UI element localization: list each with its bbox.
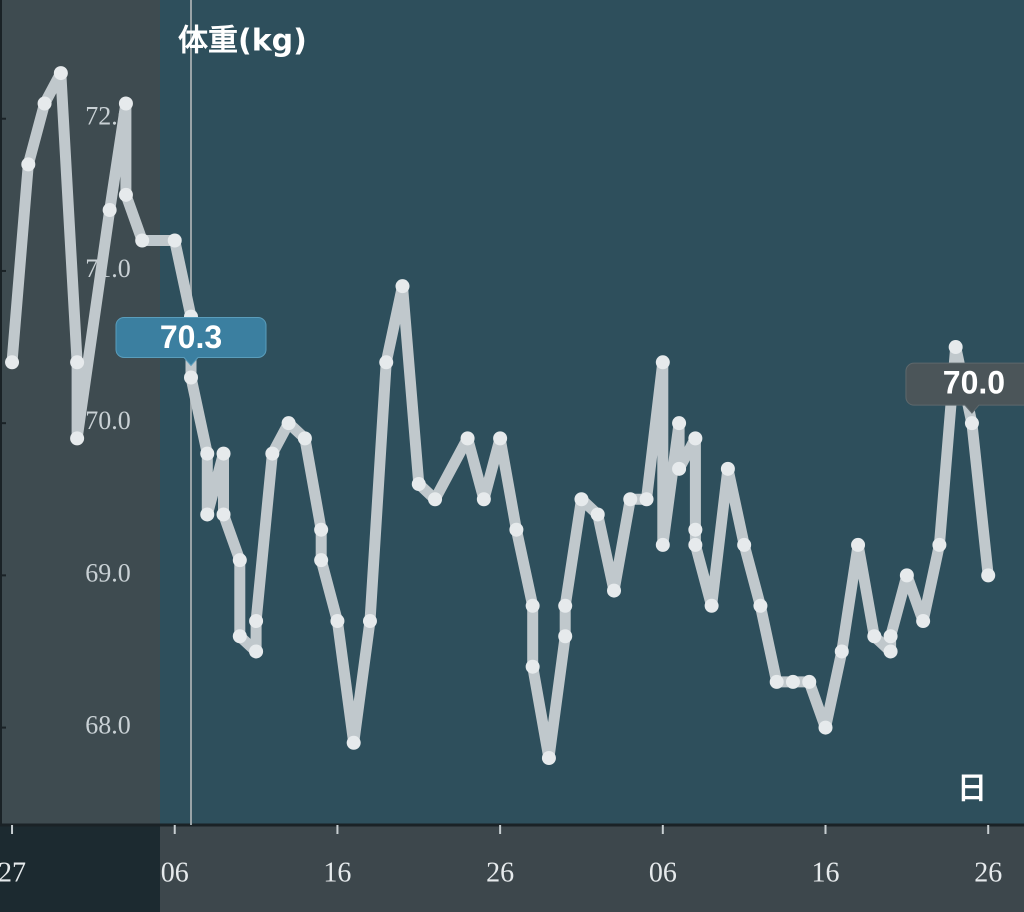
data-point <box>379 355 394 370</box>
data-point <box>232 629 247 644</box>
data-point <box>704 598 719 613</box>
data-point <box>281 416 296 431</box>
x-tick-label: 06 <box>649 857 677 888</box>
data-point <box>590 507 605 522</box>
data-point <box>37 96 52 111</box>
data-point <box>753 598 768 613</box>
data-point <box>655 355 670 370</box>
highlight-tooltip: 70.3 <box>115 316 267 367</box>
data-point <box>216 507 231 522</box>
x-tick-label: 26 <box>486 857 514 888</box>
data-point <box>70 355 85 370</box>
data-point <box>330 614 345 629</box>
data-point <box>883 629 898 644</box>
data-point <box>769 674 784 689</box>
data-point <box>981 568 996 583</box>
data-point <box>411 477 426 492</box>
data-point <box>265 446 280 461</box>
data-point <box>493 431 508 446</box>
data-point <box>525 598 540 613</box>
data-point <box>818 720 833 735</box>
data-point <box>541 751 556 766</box>
tooltip-text: 70.3 <box>160 319 222 355</box>
x-tick-label: 16 <box>812 857 840 888</box>
reference-text: 70.0 <box>943 365 1005 401</box>
data-point <box>249 614 264 629</box>
x-tick-label: 26 <box>974 857 1002 888</box>
data-point <box>249 644 264 659</box>
data-point <box>688 522 703 537</box>
reference-tooltip: 70.0 <box>905 362 1024 414</box>
x-axis-band <box>0 825 1024 912</box>
data-point <box>948 340 963 355</box>
data-point <box>720 461 735 476</box>
data-point <box>314 553 329 568</box>
data-point <box>834 644 849 659</box>
data-point <box>102 203 117 218</box>
y-tick-label: 68.0 <box>85 711 131 740</box>
y-tick-label: 69.0 <box>85 558 131 587</box>
data-point <box>184 370 199 385</box>
data-point <box>428 492 443 507</box>
data-point <box>932 537 947 552</box>
reference-shape <box>905 362 1024 414</box>
data-point <box>672 416 687 431</box>
data-point <box>314 522 329 537</box>
data-point <box>70 431 85 446</box>
data-point <box>607 583 622 598</box>
data-point <box>688 431 703 446</box>
data-point <box>574 492 589 507</box>
data-point <box>558 598 573 613</box>
y-tick-label: 70.0 <box>85 406 131 435</box>
data-point <box>118 187 133 202</box>
data-point <box>851 537 866 552</box>
x-tick-label: 16 <box>323 857 351 888</box>
x-tick-label: 27 <box>0 857 26 888</box>
data-point <box>5 355 20 370</box>
x-axis-label: 日 <box>957 772 987 807</box>
data-point <box>623 492 638 507</box>
data-point <box>785 674 800 689</box>
data-point <box>883 644 898 659</box>
data-point <box>558 629 573 644</box>
data-point <box>395 279 410 294</box>
data-point <box>346 735 361 750</box>
tooltip-shape <box>115 316 267 367</box>
data-point <box>135 233 150 248</box>
data-point <box>362 614 377 629</box>
data-point <box>916 614 931 629</box>
data-point <box>118 96 133 111</box>
data-point <box>200 446 215 461</box>
data-point <box>167 233 182 248</box>
x-axis-band-shaded <box>0 825 160 912</box>
chart-title: 体重(kg) <box>178 24 307 59</box>
data-point <box>216 446 231 461</box>
data-point <box>688 537 703 552</box>
data-point <box>200 507 215 522</box>
data-point <box>476 492 491 507</box>
data-point <box>964 416 979 431</box>
data-point <box>21 157 36 172</box>
data-point <box>655 537 670 552</box>
x-tick-label: 06 <box>161 857 189 888</box>
data-point <box>297 431 312 446</box>
data-point <box>802 674 817 689</box>
data-point <box>53 66 68 81</box>
data-point <box>672 461 687 476</box>
data-point <box>525 659 540 674</box>
data-point <box>509 522 524 537</box>
data-point <box>867 629 882 644</box>
data-point <box>232 553 247 568</box>
data-point <box>639 492 654 507</box>
data-point <box>460 431 475 446</box>
data-point <box>737 537 752 552</box>
data-point <box>899 568 914 583</box>
